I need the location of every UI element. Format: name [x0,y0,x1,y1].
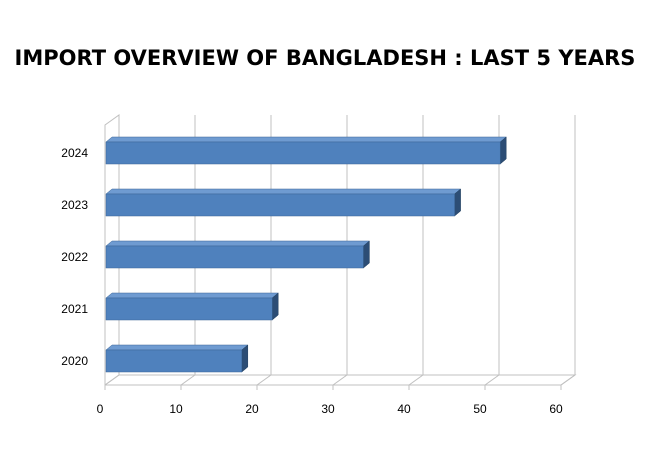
bar-front [105,193,455,217]
y-tick-label: 2022 [61,250,88,264]
bar-2023 [105,188,462,217]
x-tick-label: 60 [549,402,563,416]
floor-gridline [180,374,196,386]
x-tick-label: 50 [473,402,487,416]
bar-side [241,344,249,373]
bar-front [105,245,364,269]
floor-gridline [408,374,424,386]
x-tick-label: 10 [169,402,183,416]
floor-gridline [256,374,272,386]
bar-2020 [105,344,249,373]
bar-front [105,349,243,373]
y-tick-label: 2023 [61,198,88,212]
bar-top [105,240,371,247]
floor-gridline [484,374,500,386]
bar-2024 [105,136,507,165]
floor-gridline [104,374,120,386]
bar-front [105,141,501,165]
bar-side [454,188,461,217]
bar-top [105,344,249,351]
bar-front [105,297,273,321]
chart-title: IMPORT OVERVIEW OF BANGLADESH : LAST 5 Y… [14,46,636,70]
x-tick-label: 30 [321,402,335,416]
bar-top [105,292,279,299]
x-tick-label: 20 [245,402,259,416]
bar-side [271,292,279,321]
bars [105,136,507,373]
y-tick-label: 2024 [61,146,88,160]
x-axis-ticks: 0 10 20 30 40 50 60 [97,402,563,416]
bar-side [363,240,370,269]
floor-gridline [560,374,576,386]
x-tick-label: 40 [397,402,411,416]
bar-side [499,136,507,165]
y-tick-label: 2021 [61,302,88,316]
bar-2021 [105,292,279,321]
bar-top [105,188,462,195]
y-tick-label: 2020 [61,354,88,368]
y-axis-ticks: 2020 2021 2022 2023 2024 [61,146,88,368]
x-tick-label: 0 [97,402,104,416]
bar-2022 [105,240,371,269]
floor-gridline [332,374,348,386]
bar-top [105,136,507,143]
